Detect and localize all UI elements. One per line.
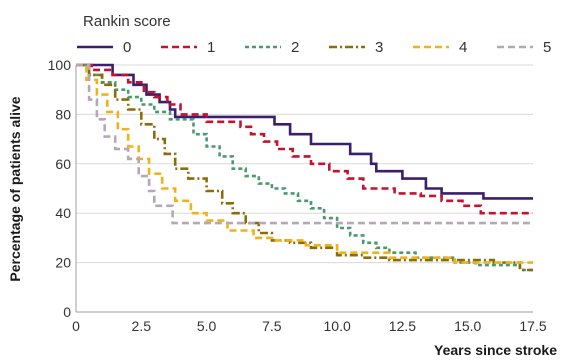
x-tick-label: 12.5 [389,318,416,334]
series-line-rankin-4 [76,63,533,264]
legend-label-3: 3 [375,39,383,56]
legend-title: Rankin score [83,13,171,30]
legend-label-2: 2 [291,39,299,56]
y-tick-label: 20 [55,255,71,271]
legend-label-0: 0 [123,39,131,56]
y-tick-label: 60 [55,156,71,172]
x-tick-label: 15.0 [454,318,481,334]
legend-label-5: 5 [543,39,551,56]
x-tick-label: 5.0 [197,318,217,334]
series-line-rankin-3 [76,63,533,272]
y-tick-label: 80 [55,106,71,122]
series-line-rankin-1 [76,63,533,215]
x-tick-label: 7.5 [262,318,282,334]
x-tick-label: 10.0 [324,318,351,334]
grid [76,64,533,264]
legend-label-4: 4 [459,39,467,56]
legend-label-1: 1 [207,39,215,56]
series-line-rankin-2 [76,63,533,272]
y-tick-label: 40 [55,205,71,221]
x-axis-label: Years since stroke [434,342,557,358]
y-tick-label: 100 [48,57,72,73]
x-tick-label: 0 [72,318,80,334]
y-tick-label: 0 [63,304,71,320]
y-axis-label: Percentage of patients alive [7,96,23,281]
x-tick-label: 17.5 [519,318,546,334]
series-line-rankin-5 [76,63,533,225]
tick-labels: 0 20 40 60 80 100 0 2.5 5.0 7.5 10.0 12.5 15.0 17.5 [48,57,547,334]
series-group [76,63,533,272]
x-tick-label: 2.5 [132,318,152,334]
series-line-rankin-0 [76,63,533,200]
legend: Rankin score 0 1 2 3 4 5 [77,13,551,56]
